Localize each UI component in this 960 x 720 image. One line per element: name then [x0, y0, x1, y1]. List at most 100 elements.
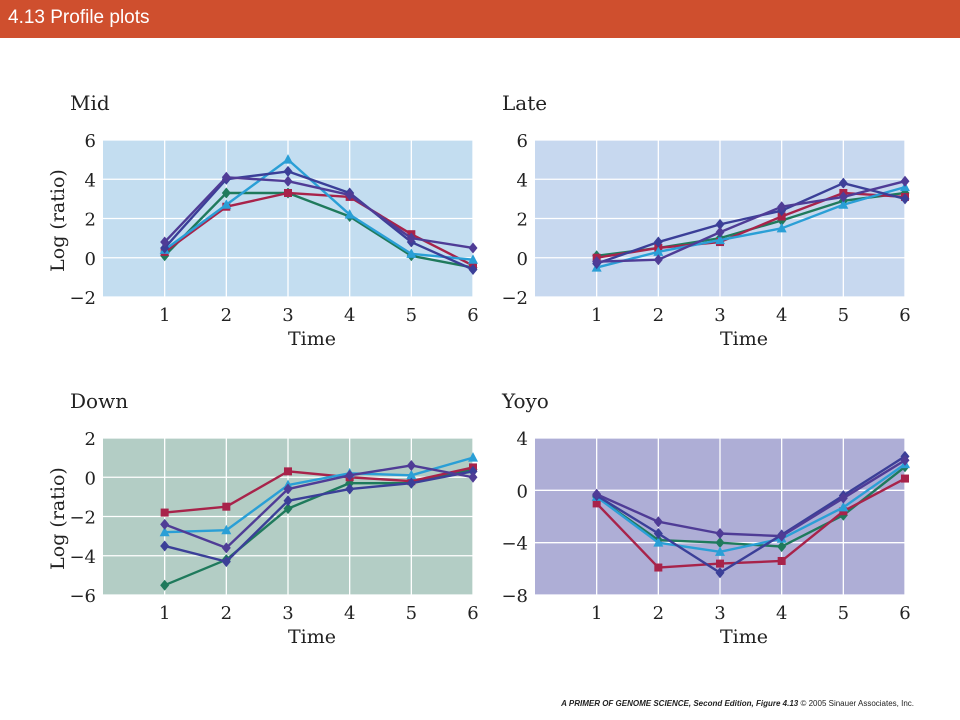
- data-point: [900, 193, 910, 205]
- series-line: [163, 176, 474, 250]
- data-point: [283, 503, 293, 515]
- title-bar: 4.13 Profile plots: [0, 0, 960, 38]
- data-point: [283, 483, 293, 495]
- series-5: [592, 454, 910, 542]
- data-point: [838, 177, 848, 189]
- data-point: [468, 465, 478, 477]
- x-tick-label: 6: [467, 305, 478, 326]
- series-line: [164, 466, 474, 514]
- series-5: [592, 175, 910, 268]
- chart-title: Yoyo: [501, 389, 549, 413]
- data-point: [715, 528, 725, 540]
- x-tick-label: 1: [591, 305, 602, 326]
- y-tick-label: 0: [517, 481, 528, 502]
- data-point: [777, 541, 787, 553]
- chart-panel-late: Late −2 0 2 4 6 1 2 3 4 5 6 Time: [501, 91, 910, 350]
- x-tick-label: 2: [653, 305, 664, 326]
- y-axis-label: Log (ratio): [47, 467, 69, 570]
- data-point: [654, 563, 663, 572]
- y-tick-label: 4: [85, 170, 96, 191]
- series-line: [595, 477, 906, 569]
- data-point: [406, 459, 416, 471]
- data-point: [283, 165, 293, 177]
- credit-copyright: © 2005 Sinauer Associates, Inc.: [800, 699, 914, 708]
- x-axis-label: Time: [720, 328, 768, 350]
- data-point: [715, 234, 725, 245]
- series-line: [596, 185, 906, 269]
- data-point: [715, 218, 725, 230]
- chart-title: Down: [70, 389, 128, 413]
- x-tick-label: 2: [221, 305, 232, 326]
- x-tick-label: 4: [776, 603, 787, 624]
- data-point: [284, 467, 292, 476]
- data-point: [283, 495, 293, 507]
- series-5: [160, 171, 478, 254]
- data-point: [221, 556, 231, 568]
- y-tick-label: 4: [517, 170, 528, 191]
- x-axis-label: Time: [720, 626, 768, 648]
- data-point: [468, 254, 478, 264]
- data-point: [592, 256, 602, 268]
- data-point: [838, 199, 849, 209]
- y-tick-label: 2: [517, 210, 528, 231]
- y-tick-label: 0: [85, 468, 96, 489]
- x-tick-label: 4: [344, 305, 355, 326]
- data-point: [777, 556, 786, 565]
- data-point: [406, 477, 416, 489]
- data-point: [776, 222, 787, 233]
- data-point: [468, 452, 478, 462]
- series-line: [596, 455, 906, 574]
- data-point: [715, 226, 725, 238]
- data-point: [221, 524, 232, 535]
- data-point: [284, 188, 292, 197]
- data-point: [283, 175, 293, 187]
- chart-panel-yoyo: Yoyo −8 −4 0 4 1 2 3 4 5 6 Time: [501, 389, 911, 648]
- data-point: [838, 501, 849, 512]
- series-line: [164, 470, 474, 563]
- x-tick-label: 2: [221, 603, 232, 624]
- x-tick-label: 3: [714, 603, 725, 624]
- series-3: [591, 181, 910, 272]
- x-tick-label: 3: [282, 305, 293, 326]
- data-point: [160, 518, 170, 530]
- y-axis-label: Log (ratio): [47, 169, 69, 272]
- series-line: [164, 456, 474, 534]
- data-point: [159, 526, 170, 537]
- series-line: [596, 459, 906, 538]
- credit-book: A PRIMER OF GENOME SCIENCE, Second Editi…: [561, 699, 799, 708]
- series-line: [596, 181, 906, 265]
- y-tick-label: −2: [501, 288, 528, 309]
- y-tick-label: −2: [69, 508, 96, 529]
- data-point: [160, 579, 170, 591]
- data-point: [592, 499, 601, 508]
- data-point: [715, 567, 725, 579]
- figure-credit: A PRIMER OF GENOME SCIENCE, Second Editi…: [561, 699, 914, 708]
- x-tick-label: 5: [406, 305, 417, 326]
- data-point: [901, 474, 909, 483]
- y-tick-label: 2: [85, 429, 96, 450]
- y-tick-label: −4: [69, 547, 96, 568]
- data-point: [653, 528, 663, 540]
- y-tick-label: −2: [69, 288, 96, 309]
- data-point: [222, 502, 231, 511]
- data-point: [221, 187, 231, 199]
- data-point: [406, 469, 417, 480]
- y-tick-label: −4: [501, 534, 528, 555]
- data-point: [653, 516, 663, 528]
- data-point: [838, 191, 848, 203]
- y-tick-label: 6: [517, 131, 528, 152]
- x-tick-label: 3: [282, 603, 293, 624]
- data-point: [406, 232, 416, 244]
- chart-title: Late: [502, 91, 547, 115]
- y-tick-label: 0: [85, 249, 96, 270]
- x-tick-label: 4: [776, 305, 787, 326]
- x-tick-label: 4: [344, 603, 355, 624]
- data-point: [777, 530, 787, 542]
- data-point: [345, 483, 355, 495]
- series-line: [164, 464, 474, 550]
- slide-title: 4.13 Profile plots: [8, 7, 150, 28]
- data-point: [716, 559, 724, 568]
- data-point: [344, 209, 355, 219]
- data-point: [160, 236, 170, 248]
- data-point: [468, 471, 478, 483]
